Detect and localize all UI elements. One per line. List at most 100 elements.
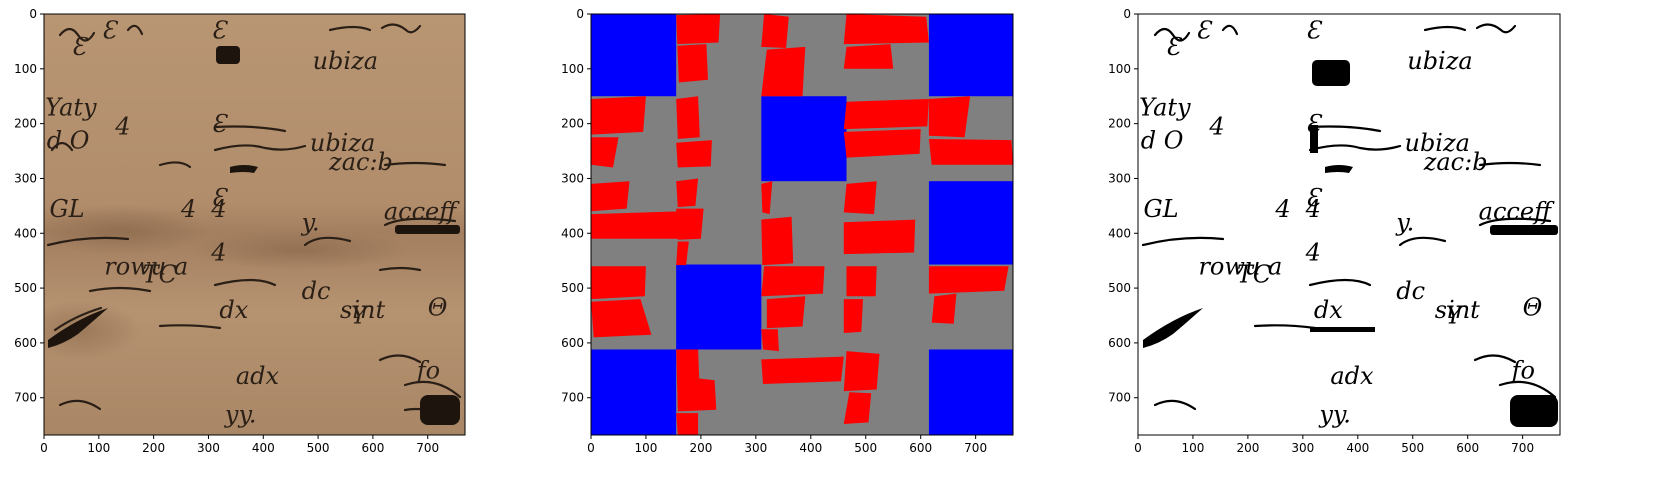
handwriting-glyph: Ɛ [211,17,228,45]
handwriting-glyph: rowu a [1198,252,1282,280]
handwriting-glyph: 4 [210,195,226,223]
x-tick-label: 200 [142,441,165,455]
x-tick-label: 400 [1346,441,1369,455]
x-tick-label: 300 [744,441,767,455]
handwriting-glyph: ubiza [1404,129,1469,157]
y-tick-label: 300 [1108,171,1131,185]
segmentation-block [761,96,847,182]
x-tick-label: 0 [40,441,48,455]
segmentation-region [843,44,894,69]
segmentation-block [928,14,1013,97]
handwriting-glyph: dx [1314,296,1343,324]
segmentation-region [761,46,806,97]
handwriting-glyph: Ɛ [1306,110,1323,138]
handwriting-glyph: ubiza [1407,47,1472,75]
y-tick-label: 400 [1108,226,1131,240]
segmentation-region [843,99,929,130]
segmentation-axes: 0 100 200 300 400 500 600 700 0 100 200 300 400 500 60… [561,7,1014,455]
handwriting-glyph: Ɛ [211,110,228,138]
handwriting-glyph: Yaty [45,93,97,121]
handwriting-glyph: dc [1396,277,1425,305]
segmentation-region [761,329,779,352]
handwriting-glyph: TC [143,261,177,289]
segmentation-region [676,349,717,412]
segmentation-region [843,299,863,333]
y-tick-label: 400 [561,226,584,240]
segmentation-block [676,264,762,350]
handwriting-glyph: Ɛ [102,17,119,45]
handwriting-glyph: adx [236,362,280,390]
segmentation-region [928,96,971,138]
handwriting-glyph: TC [1237,261,1271,289]
segmentation-region [843,392,872,424]
x-tick-label: 100 [634,441,657,455]
y-tick-label: 600 [14,336,37,350]
x-tick-label: 600 [909,441,932,455]
y-tick-label: 200 [561,117,584,131]
segmentation-block [928,181,1013,265]
segmentation-region [766,296,806,329]
y-tick-label: 0 [29,7,37,21]
segmentation-region [846,266,877,297]
x-tick-label: 600 [361,441,384,455]
segmentation-block [591,14,677,97]
handwriting-glyph: sint [340,296,385,324]
segmentation-block [591,349,677,435]
segmentation-region [761,181,773,215]
segmentation-region [591,211,682,239]
x-tick-label: 500 [1401,441,1424,455]
handwriting-glyph: y. [301,209,320,237]
handwriting-glyph: Θ [1523,293,1543,321]
handwriting-glyph: GL [1143,195,1178,223]
handwriting-glyph: zac:b [1423,148,1488,176]
handwriting-glyph: Θ [428,293,448,321]
segmentation-region [761,14,789,48]
x-tick-label: 500 [307,441,330,455]
handwriting-glyph: 4 [1305,195,1321,223]
x-tick-label: 100 [1181,441,1204,455]
handwriting-glyph: 4 [180,195,196,223]
x-tick-label: 0 [1134,441,1142,455]
segmentation-region [591,137,619,168]
segmentation-region [843,14,929,45]
y-tick-label: 300 [561,171,584,185]
handwriting-glyph: ubiza [313,47,378,75]
handwriting-glyph: 4 [1208,113,1224,141]
segmentation-block [928,349,1013,435]
y-tick-label: 200 [1108,117,1131,131]
segmentation-region [928,139,1013,165]
segmentation-region [676,140,712,168]
handwriting-glyph: Ɛ [1196,17,1213,45]
handwriting-glyph: rowu a [104,252,188,280]
x-tick-label: 200 [689,441,712,455]
handwriting-glyph: Ɛ [1306,17,1323,45]
segmentation-region [843,181,877,215]
handwriting-glyph: dc [302,277,331,305]
y-tick-label: 500 [14,281,37,295]
segmentation-region [676,96,700,139]
handwriting-glyph: y. [1395,209,1414,237]
x-tick-label: 100 [87,441,110,455]
handwriting-glyph: 4 [1274,195,1290,223]
binarized-image [1138,14,1560,435]
x-tick-label: 600 [1456,441,1479,455]
handwriting-glyph: d O [1141,126,1184,154]
y-tick-label: 500 [1108,281,1131,295]
y-tick-label: 700 [14,391,37,405]
x-tick-label: 300 [1291,441,1314,455]
y-tick-label: 600 [1108,336,1131,350]
segmentation-region [677,44,708,83]
y-tick-label: 600 [561,336,584,350]
segmentation-region [843,219,916,255]
segmentation-region [761,216,794,266]
x-tick-label: 700 [1511,441,1534,455]
handwriting-glyph: Yaty [1139,93,1191,121]
y-tick-label: 100 [1108,62,1131,76]
segmentation-region [676,178,699,207]
segmentation-region [843,129,921,158]
segmentation-region [761,266,825,297]
segmentation-region [676,413,699,435]
y-tick-label: 200 [14,117,37,131]
